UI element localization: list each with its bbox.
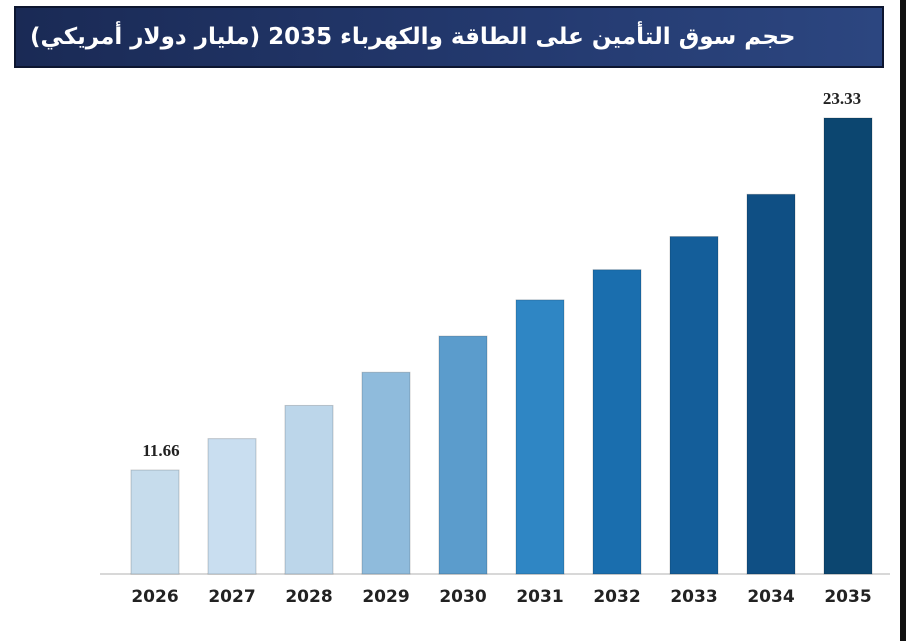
x-tick-label-2030: 2030	[439, 587, 486, 607]
chart-title: حجم سوق التأمين على الطاقة والكهرباء 203…	[30, 24, 796, 50]
bar-2034	[746, 193, 796, 575]
x-tick-label-2027: 2027	[208, 587, 255, 607]
bar-2027	[207, 438, 257, 575]
bar-2035	[823, 117, 873, 575]
bar-2030	[438, 335, 488, 575]
bar-2033	[669, 236, 719, 575]
x-tick-label-2034: 2034	[747, 587, 794, 607]
x-tick-label-2029: 2029	[362, 587, 409, 607]
x-tick-label-2031: 2031	[516, 587, 563, 607]
bar-2028	[284, 404, 334, 575]
title-banner: حجم سوق التأمين على الطاقة والكهرباء 203…	[14, 6, 884, 68]
x-tick-label-2035: 2035	[824, 587, 871, 607]
bar-2026	[130, 469, 180, 575]
data-label-2035: 23.33	[823, 89, 861, 108]
x-tick-label-2026: 2026	[131, 587, 178, 607]
data-label-2026: 11.66	[142, 441, 179, 460]
x-tick-label-2033: 2033	[670, 587, 717, 607]
bar-2029	[361, 371, 411, 575]
x-tick-label-2032: 2032	[593, 587, 640, 607]
x-tick-label-2028: 2028	[285, 587, 332, 607]
bar-2032	[592, 269, 642, 575]
bar-2031	[515, 299, 565, 575]
